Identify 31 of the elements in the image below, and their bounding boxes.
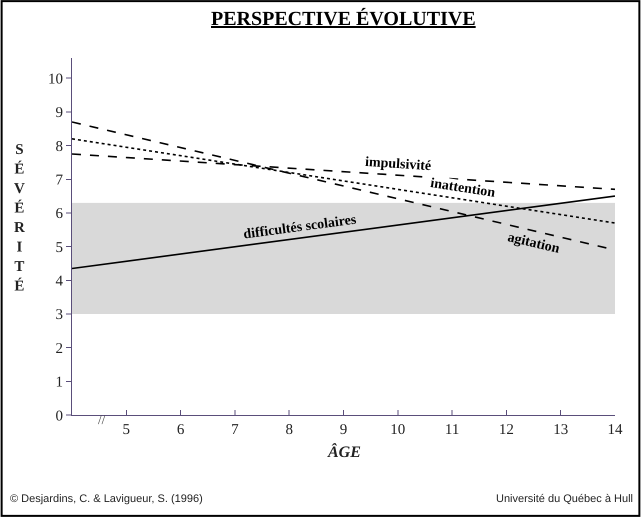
- x-tick-label: 7: [231, 422, 240, 438]
- annotation: //: [98, 412, 106, 427]
- x-tick-label: 14: [608, 422, 623, 438]
- y-tick-label: 2: [56, 340, 63, 357]
- y-tick-label: 7: [56, 172, 64, 188]
- y-axis-title: SÉVÉRITÉ: [14, 142, 25, 294]
- text: Université du Québec à Hull: [496, 493, 633, 505]
- x-tick-label: 5: [122, 422, 130, 438]
- x-tick-label: 8: [285, 422, 293, 438]
- x-tick-label: 10: [390, 422, 406, 438]
- text: agitation: [506, 230, 562, 257]
- y-tick-label: 1: [56, 374, 63, 391]
- x-tick-label: 11: [444, 422, 460, 438]
- y-tick-label: 10: [48, 71, 63, 88]
- series-label: impulsivité: [364, 154, 432, 174]
- y-tick-label: 6: [56, 206, 64, 222]
- y-tick-label: 9: [56, 105, 63, 122]
- text: © Desjardins, C. & Lavigueur, S. (1996): [10, 493, 203, 505]
- y-tick-label: 0: [56, 408, 63, 424]
- x-tick-label: 6: [176, 422, 185, 438]
- x-tick-label: 13: [553, 422, 568, 438]
- chart-title: PERSPECTIVE ÉVOLUTIVE: [211, 7, 476, 30]
- text: difficultés scolaires: [242, 212, 358, 242]
- x-axis-title: ÂGE: [327, 443, 361, 461]
- x-tick-label: 12: [498, 422, 514, 438]
- x-tick-label: 9: [340, 422, 348, 438]
- text: inattention: [429, 176, 496, 201]
- y-tick-label: 8: [56, 138, 63, 155]
- y-tick-label: 3: [56, 307, 63, 324]
- y-tick-label: 5: [56, 240, 63, 256]
- y-tick-label: 4: [56, 274, 64, 290]
